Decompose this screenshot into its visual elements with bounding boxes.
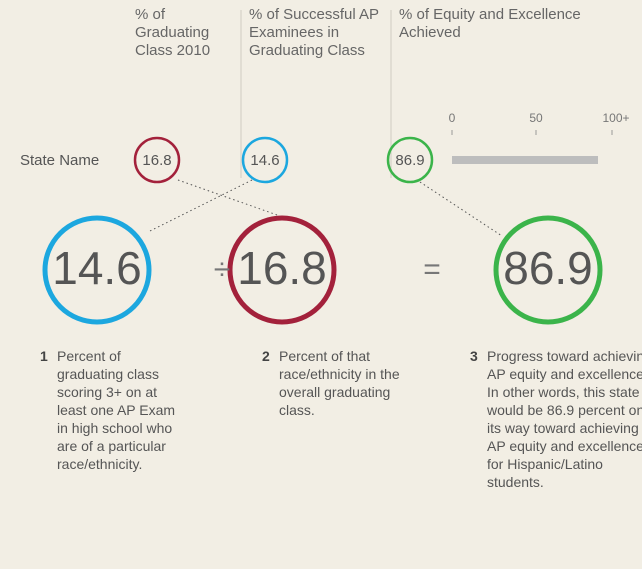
circle <box>241 136 289 184</box>
circle <box>227 215 337 325</box>
header: % of Equity and Excellence Achieved <box>399 6 581 41</box>
value: 16.8 <box>142 152 171 169</box>
note-text: Percent of graduating class scoring 3+ o… <box>57 348 176 472</box>
connector <box>419 181 503 237</box>
note-number: 1 <box>40 348 48 364</box>
value: 14.6 <box>52 242 142 294</box>
note-number: 3 <box>470 348 478 364</box>
tick-label: 50 <box>529 111 543 125</box>
bar <box>452 156 598 164</box>
row-label: State Name <box>20 152 99 169</box>
header: % of Graduating Class 2010 <box>135 6 211 59</box>
note-text: Progress toward achieving AP equity and … <box>487 348 642 490</box>
connector <box>177 179 281 217</box>
operator: ÷ <box>214 253 230 286</box>
circle <box>493 215 603 325</box>
tick-label: 0 <box>449 111 456 125</box>
note: 2 Percent of that race/ethnicity in the o… <box>262 347 404 419</box>
circle <box>133 136 181 184</box>
circle <box>386 136 434 184</box>
value: 86.9 <box>395 152 424 169</box>
circle <box>42 215 152 325</box>
connector <box>147 179 253 233</box>
value: 86.9 <box>503 242 593 294</box>
note: 3 Progress toward achieving AP equity and… <box>470 347 642 491</box>
operator: = <box>423 253 441 286</box>
tick-label: 100+ <box>602 111 629 125</box>
header: % of Successful AP Examinees in Graduati… <box>249 6 379 59</box>
note-text: Percent of that race/ethnicity in the ov… <box>279 348 400 418</box>
note-number: 2 <box>262 348 270 364</box>
value: 16.8 <box>237 242 327 294</box>
value: 14.6 <box>250 152 279 169</box>
note: 1 Percent of graduating class scoring 3+ … <box>40 347 177 473</box>
